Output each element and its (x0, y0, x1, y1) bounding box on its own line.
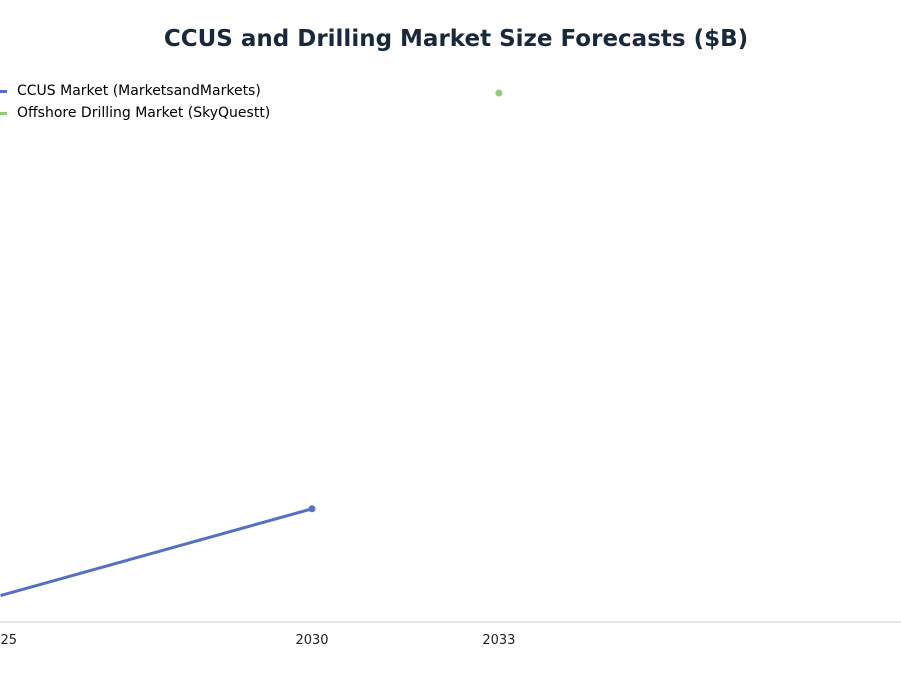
x-tick-label: 2030 (295, 633, 328, 648)
x-tick-label: 2025 (0, 633, 17, 648)
series-0-point-1[interactable] (308, 505, 316, 513)
legend-swatch-ccus (0, 89, 7, 93)
legend-swatch-offshore-drilling (0, 111, 7, 115)
legend: CCUS Market (MarketsandMarkets) Offshore… (0, 80, 270, 124)
legend-item-offshore-drilling[interactable]: Offshore Drilling Market (SkyQuestt) (0, 102, 270, 124)
x-tick-label: 2033 (482, 633, 515, 648)
chart-title: CCUS and Drilling Market Size Forecasts … (163, 26, 749, 52)
legend-label-offshore-drilling: Offshore Drilling Market (SkyQuestt) (17, 105, 271, 121)
legend-label-ccus: CCUS Market (MarketsandMarkets) (17, 83, 261, 99)
series-line-0[interactable] (0, 507, 313, 597)
legend-item-ccus[interactable]: CCUS Market (MarketsandMarkets) (0, 80, 270, 102)
series-1-point-0[interactable] (495, 89, 503, 97)
